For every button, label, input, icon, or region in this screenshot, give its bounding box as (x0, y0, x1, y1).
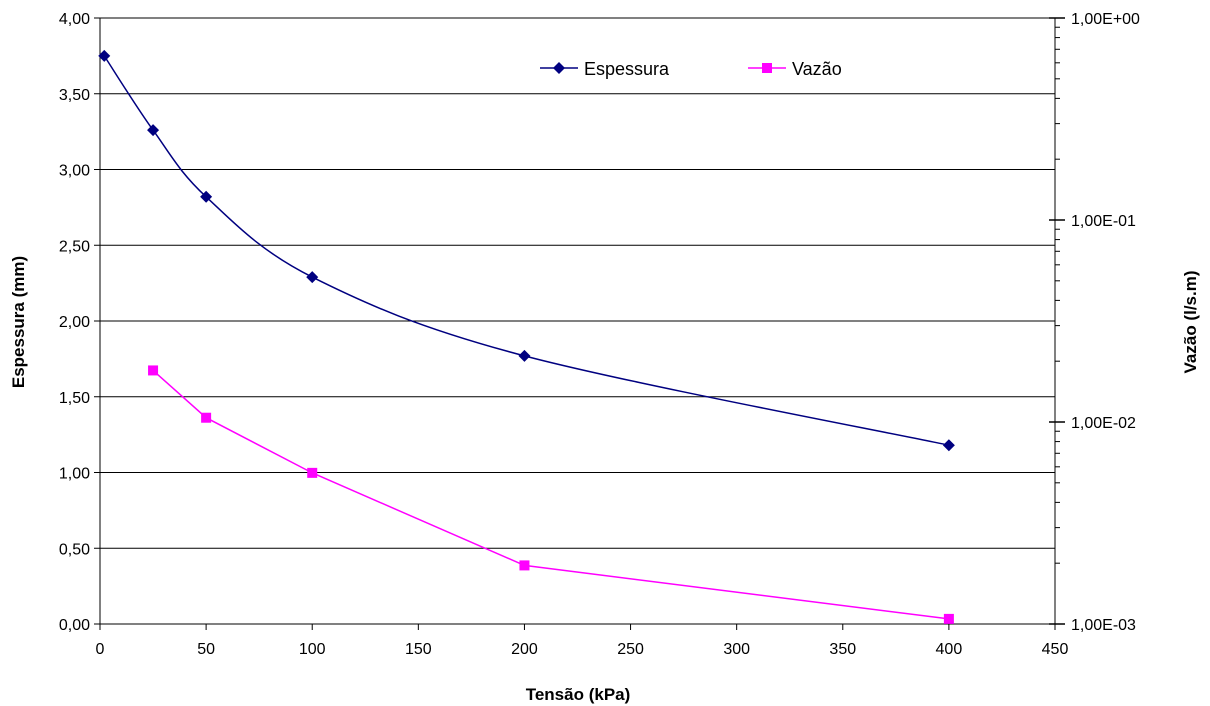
x-axis-title: Tensão (kPa) (526, 685, 631, 704)
x-tick-label-1: 50 (197, 641, 215, 658)
data-point-vazao-4 (943, 613, 954, 624)
legend-marker-square (762, 63, 772, 73)
y-right-axis-title: Vazão (l/s.m) (1181, 271, 1200, 374)
y-left-tick-label-0: 0,00 (59, 617, 90, 634)
legend: Espessura Vazão (540, 59, 842, 79)
x-tick-label-6: 300 (723, 641, 750, 658)
data-point-vazao-3 (519, 560, 530, 571)
y-left-tick-label-1: 0,50 (59, 541, 90, 558)
legend-label-espessura: Espessura (584, 59, 670, 79)
y-left-tick-label-4: 2,00 (59, 314, 90, 331)
y-right-tick-label-3: 1,00E+00 (1071, 11, 1140, 28)
data-point-espessura-1 (147, 124, 160, 137)
y-left-tick-label-7: 3,50 (59, 87, 90, 104)
grid (100, 17, 1055, 549)
y-left-axis-title: Espessura (mm) (9, 256, 28, 388)
series-line-vazao (152, 369, 949, 620)
legend-label-vazao: Vazão (792, 59, 842, 79)
series-line-espessura (103, 55, 950, 446)
x-tick-label-8: 400 (936, 641, 963, 658)
data-point-vazao-0 (148, 365, 159, 376)
x-tick-label-0: 0 (96, 641, 105, 658)
data-point-espessura-5 (942, 439, 955, 452)
y-left-tick-label-5: 2,50 (59, 238, 90, 255)
plot-area (98, 49, 955, 624)
data-point-espessura-4 (518, 349, 531, 362)
y-right-tick-label-2: 1,00E-01 (1071, 213, 1136, 230)
legend-marker-diamond (553, 62, 565, 74)
data-point-vazao-2 (307, 467, 318, 478)
y-left-tick-label-8: 4,00 (59, 11, 90, 28)
x-tick-label-5: 250 (617, 641, 644, 658)
data-point-vazao-1 (201, 412, 212, 423)
data-point-espessura-0 (98, 49, 111, 62)
y-left-tick-label-3: 1,50 (59, 390, 90, 407)
y-left-tick-label-2: 1,00 (59, 466, 90, 483)
axes (94, 17, 1065, 630)
x-tick-label-9: 450 (1042, 641, 1069, 658)
x-tick-label-4: 200 (511, 641, 538, 658)
y-right-tick-label-1: 1,00E-02 (1071, 415, 1136, 432)
x-tick-label-2: 100 (299, 641, 326, 658)
y-right-tick-label-0: 1,00E-03 (1071, 617, 1136, 634)
legend-item-espessura: Espessura (540, 59, 670, 79)
legend-item-vazao: Vazão (748, 59, 842, 79)
x-tick-label-3: 150 (405, 641, 432, 658)
y-left-tick-label-6: 3,00 (59, 163, 90, 180)
data-point-espessura-3 (306, 271, 319, 284)
x-tick-label-7: 350 (829, 641, 856, 658)
data-point-espessura-2 (200, 190, 213, 203)
tick-labels: 0,00 0,50 1,00 1,50 2,00 2,50 3,00 3,50 4,00 0 50 1… (59, 11, 1140, 658)
